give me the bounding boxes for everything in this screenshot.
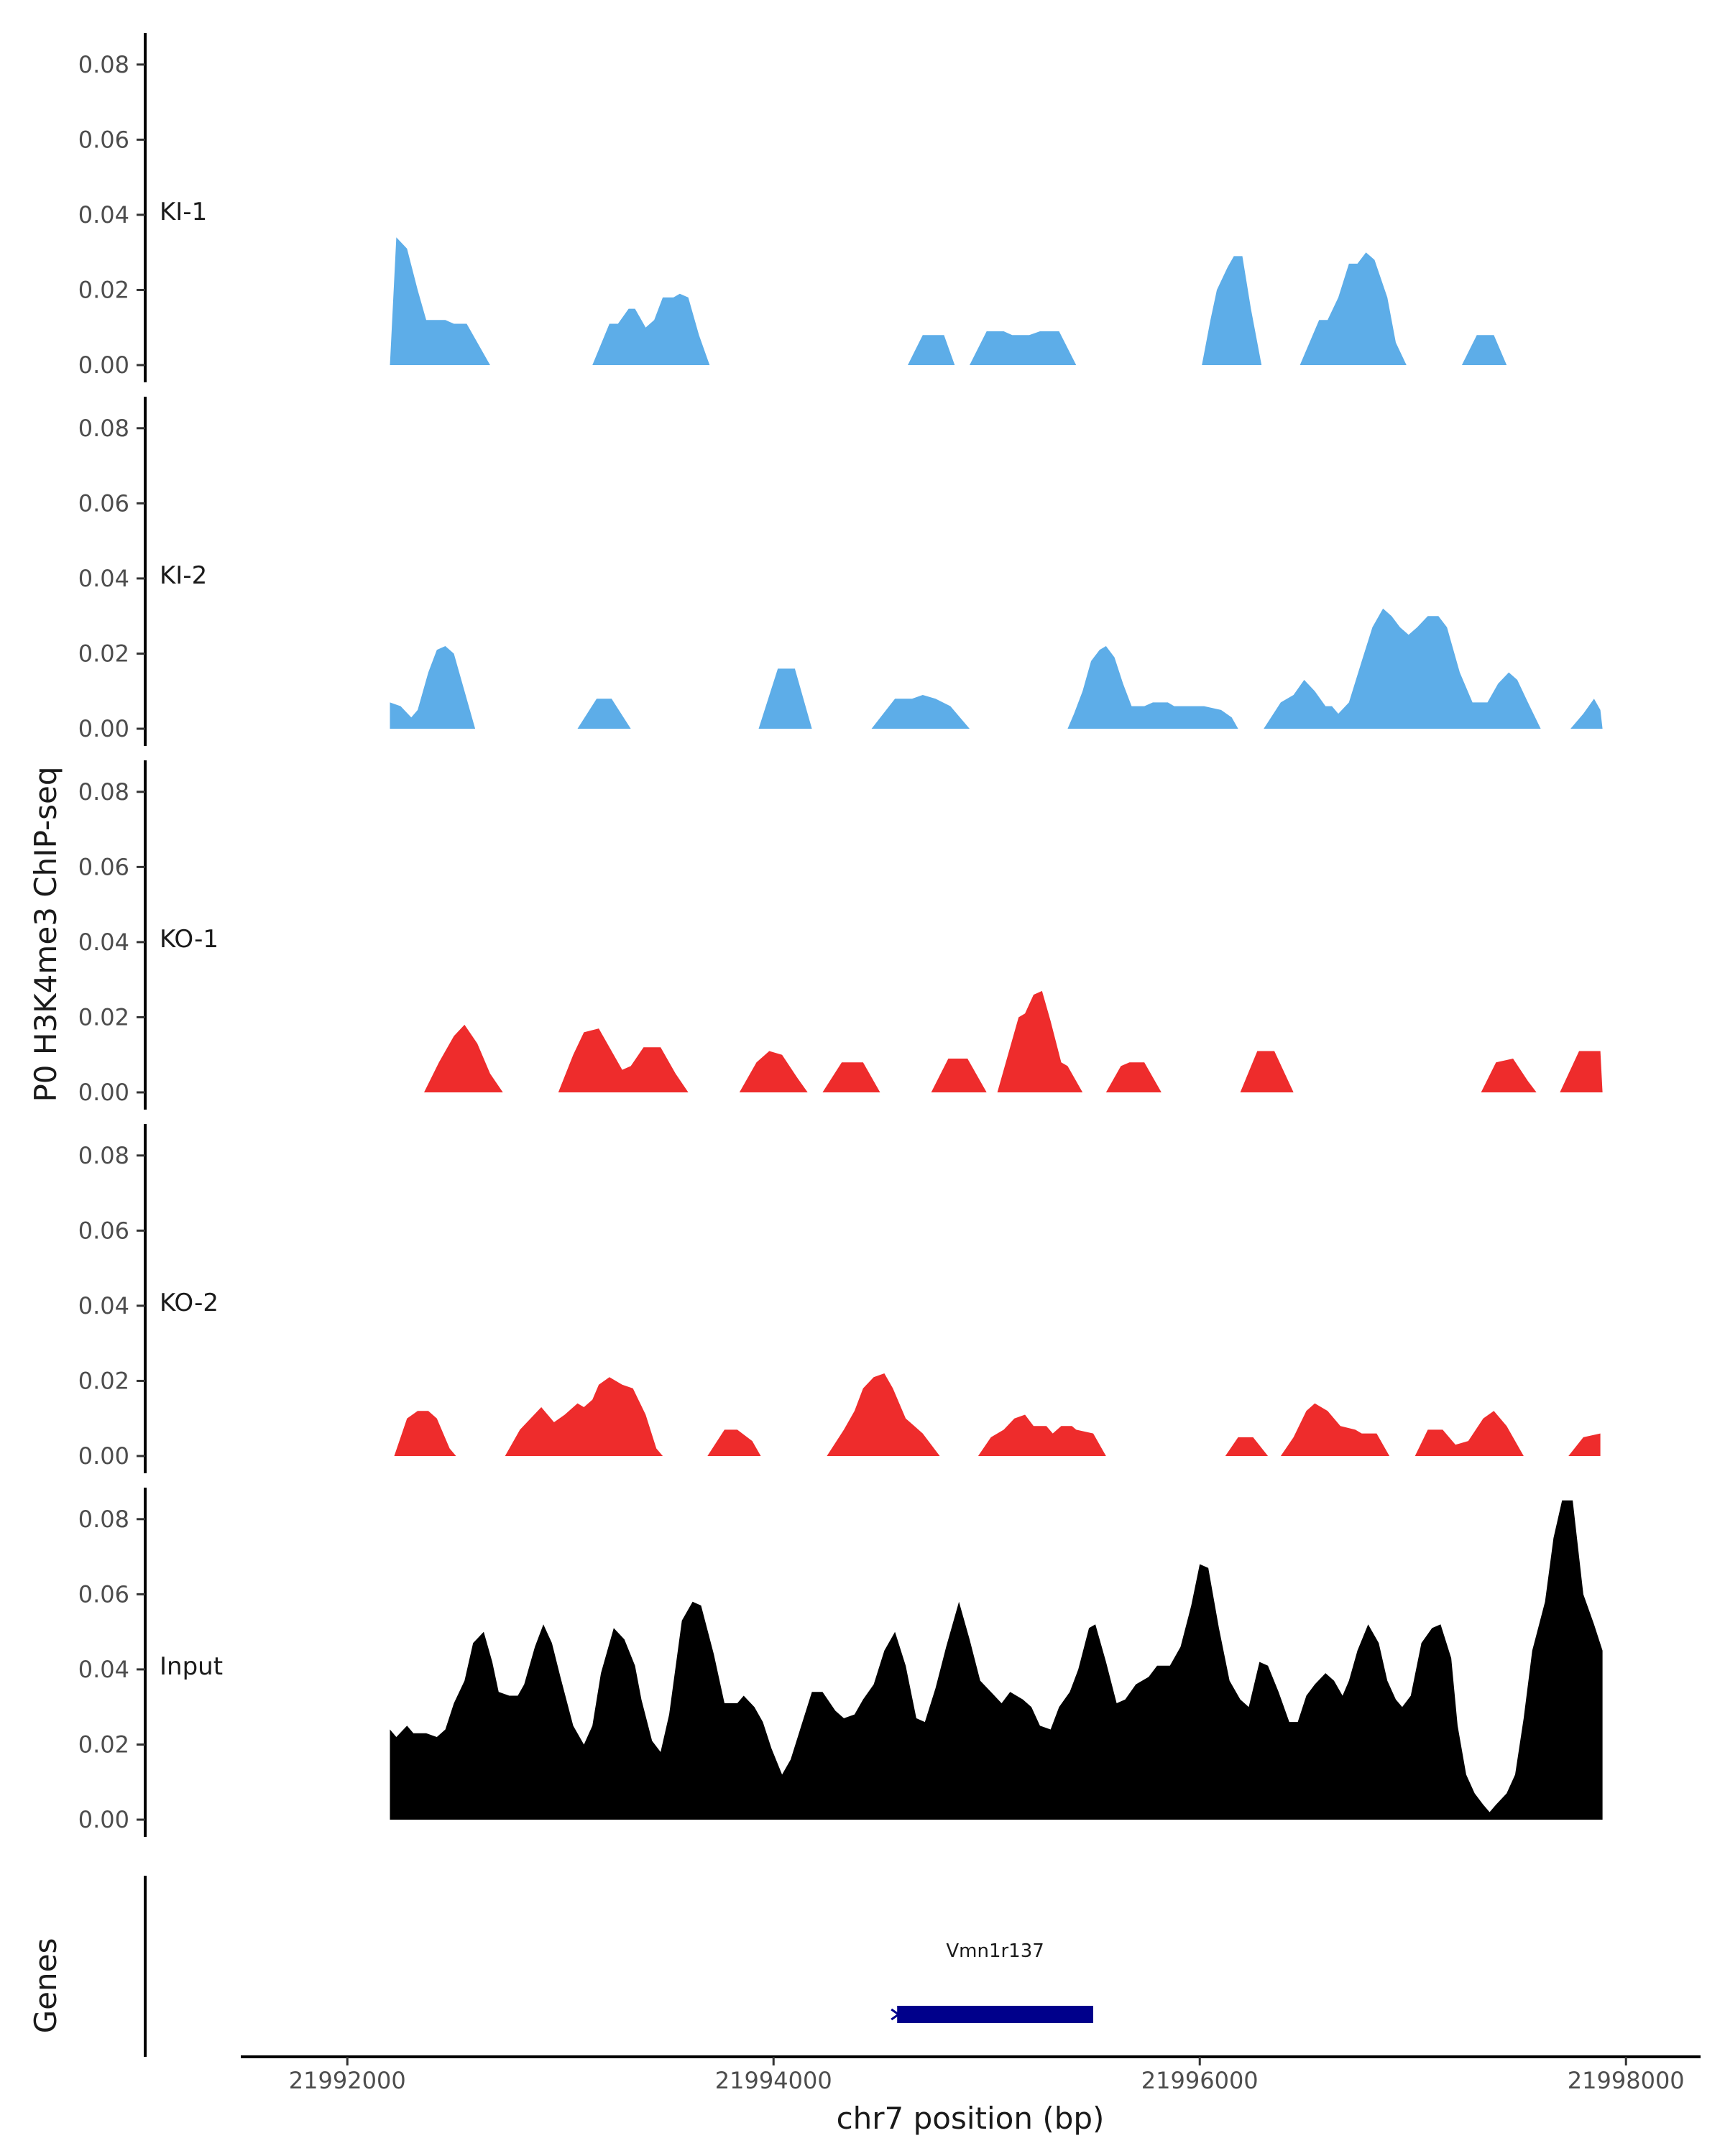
y-tick-label: 0.00 [78,1806,129,1833]
y-tick-label: 0.08 [78,415,129,442]
x-tick-label: 21994000 [715,2067,832,2094]
track-label: Input [160,1652,223,1681]
y-tick-label: 0.08 [78,51,129,78]
signal-area [1570,699,1603,729]
track-input: 0.00 0.02 0.04 0.06 0.08 Input [78,1488,1603,1837]
y-axis-title: P0 H3K4me3 ChIP-seq [28,766,63,1102]
genes-panel: Genes Vmn1r137 [28,1876,1093,2057]
track-ko-2: 0.00 0.02 0.04 0.06 0.08 KO-2 [78,1124,1601,1473]
signal-area [1202,256,1262,365]
y-tick-label: 0.00 [78,1442,129,1470]
signal-area [577,699,631,729]
signal-area [931,1059,987,1092]
signal-area [871,695,970,729]
y-tick-label: 0.04 [78,565,129,592]
y-tick-label: 0.02 [78,1367,129,1394]
y-tick-label: 0.04 [78,1292,129,1319]
signal-area [505,1377,663,1456]
x-tick-label: 21996000 [1141,2067,1259,2094]
signal-area [1414,1411,1524,1456]
signal-area [739,1051,808,1092]
signal-area [1264,608,1541,729]
y-tick-label: 0.00 [78,351,129,379]
gene-label: Vmn1r137 [946,1940,1044,1962]
track-ki-1: 0.00 0.02 0.04 0.06 0.08 KI-1 [78,33,1507,382]
gene-body [897,2006,1093,2023]
y-tick-label: 0.06 [78,126,129,153]
signal-area [558,1028,689,1092]
track-label: KO-2 [160,1289,218,1317]
y-tick-label: 0.02 [78,640,129,667]
y-tick-label: 0.08 [78,778,129,806]
signal-area [1105,1062,1162,1092]
signal-area [758,668,812,729]
y-tick-label: 0.00 [78,715,129,742]
signal-area [1300,252,1407,365]
signal-area [424,1024,503,1092]
y-tick-label: 0.02 [78,276,129,303]
track-label: KI-1 [160,198,207,226]
signal-area [390,237,490,365]
y-tick-label: 0.04 [78,1656,129,1683]
y-tick-label: 0.08 [78,1506,129,1533]
signal-area [394,1411,456,1456]
signal-area [592,293,710,365]
signal-area [707,1429,761,1456]
x-tick-label: 21998000 [1568,2067,1685,2094]
track-ki-2: 0.00 0.02 0.04 0.06 0.08 KI-2 [78,397,1603,746]
y-tick-label: 0.06 [78,1580,129,1608]
track-ko-1: 0.00 0.02 0.04 0.06 0.08 KO-1 [78,760,1603,1110]
y-tick-label: 0.06 [78,853,129,880]
tracks-layer: 0.00 0.02 0.04 0.06 0.08 KI-1 0.00 0.02 0.04 0.06… [78,33,1603,1837]
signal-area [970,331,1077,365]
signal-area [827,1373,940,1456]
x-tick-label: 21992000 [289,2067,406,2094]
y-tick-label: 0.08 [78,1142,129,1169]
signal-area [822,1062,880,1092]
x-axis: 21992000 21994000 21996000 21998000 chr7 po… [241,2055,1701,2136]
signal-area [1240,1051,1294,1092]
signal-area [1560,1051,1603,1092]
y-tick-label: 0.02 [78,1731,129,1758]
x-ticks: 21992000 21994000 21996000 21998000 [289,2057,1685,2094]
x-axis-title: chr7 position (bp) [837,2101,1105,2136]
gene-strand-marker [891,2008,901,2021]
signal-area [1481,1059,1537,1092]
signal-area [1225,1437,1269,1456]
y-tick-label: 0.02 [78,1003,129,1031]
y-tick-label: 0.06 [78,489,129,517]
genes-layer: Vmn1r137 [891,1940,1093,2023]
signal-area [978,1414,1106,1456]
signal-area [1067,646,1238,729]
signal-area [908,335,955,365]
y-tick-label: 0.00 [78,1079,129,1106]
genes-title: Genes [28,1938,63,2034]
track-label: KO-1 [160,925,218,954]
signal-area [1568,1433,1601,1456]
signal-area [390,1500,1603,1820]
track-label: KI-2 [160,561,207,590]
signal-area [1461,335,1507,365]
y-tick-label: 0.04 [78,929,129,956]
signal-area [997,990,1083,1092]
signal-area [390,646,476,729]
y-tick-label: 0.06 [78,1217,129,1244]
y-tick-label: 0.04 [78,201,129,229]
signal-area [1280,1403,1390,1456]
